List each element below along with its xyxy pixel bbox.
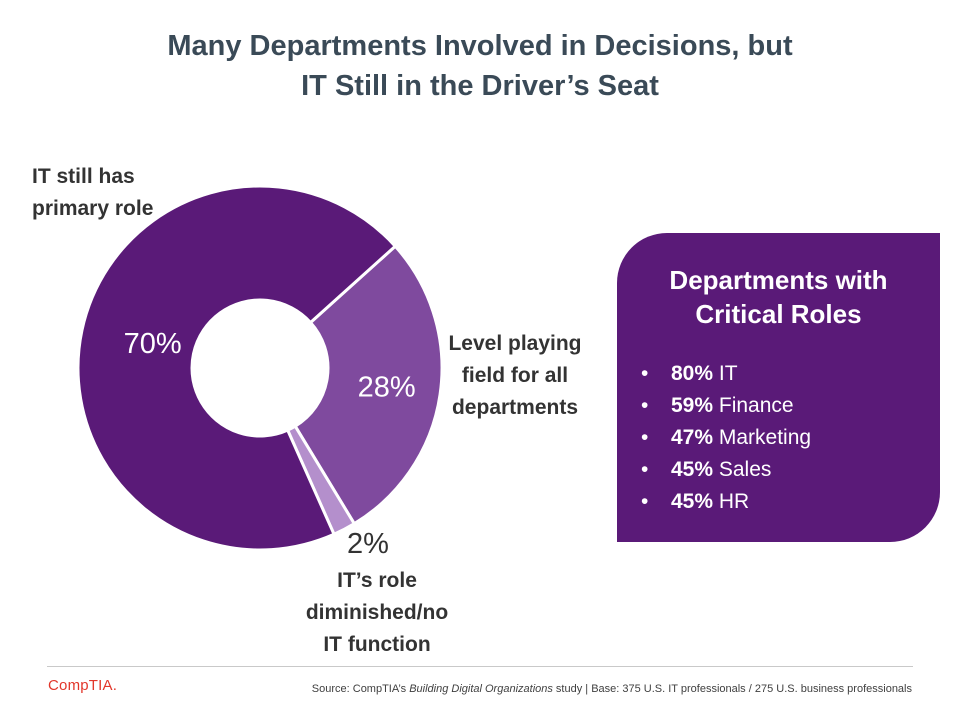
label-it-role-diminished: IT’s role diminished/no IT function (305, 569, 449, 656)
title-line-2: IT Still in the Driver’s Seat (301, 70, 659, 102)
list-item: • 59% Finance (641, 394, 794, 417)
list-item: • 80% IT (641, 362, 738, 385)
slice-pct-level-field: 28% (358, 372, 416, 404)
list-item: • 45% HR (641, 490, 750, 513)
slice-it-primary (76, 184, 398, 552)
source-note: Source: CompTIA’s Building Digital Organ… (311, 683, 912, 695)
comptia-logo: CompTIA. (48, 677, 118, 694)
label-level-playing-field: Level playing field for all departments (448, 332, 582, 419)
slice-pct-it-primary: 70% (124, 328, 182, 360)
slice-pct-diminished: 2% (347, 528, 389, 560)
slide-title: Many Departments Involved in Decisions, … (0, 26, 960, 106)
departments-title: Departments with Critical Roles (669, 265, 888, 329)
departments-panel: Departments with Critical Roles • 80% IT … (617, 233, 940, 542)
list-item: • 45% Sales (641, 458, 772, 481)
title-line-1: Many Departments Involved in Decisions, … (167, 30, 793, 62)
slice-level-field (293, 244, 444, 526)
list-item: • 47% Marketing (641, 426, 812, 449)
footer-divider (47, 666, 913, 667)
label-it-primary-role: IT still has primary role (32, 165, 154, 220)
departments-list: • 80% IT • 59% Finance • 47% Marketing • 45%… (641, 358, 811, 518)
